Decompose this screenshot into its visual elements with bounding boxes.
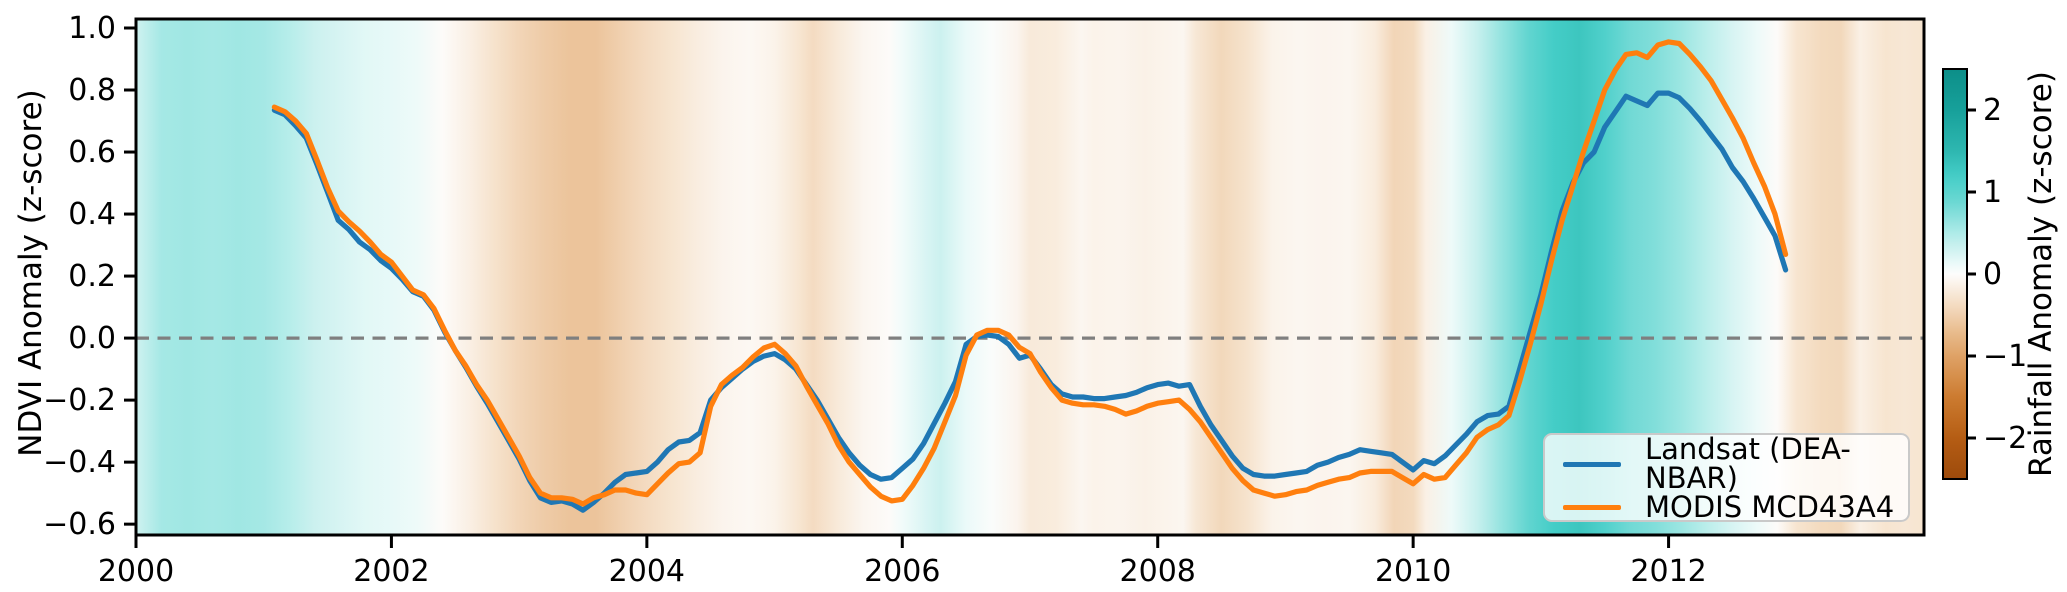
y-axis-label: NDVI Anomaly (z-score): [13, 89, 49, 457]
x-tick-label: 2002: [353, 554, 429, 589]
x-axis-ticks: 2000 2002 2004 2006 2008 2010 2012: [98, 535, 1707, 589]
y-tick-label: 1.0: [68, 11, 116, 46]
y-tick-label: −0.6: [43, 507, 116, 542]
colorbar-label: Rainfall Anomaly (z-score): [2023, 71, 2059, 477]
y-tick-label: 0.2: [68, 259, 116, 294]
y-tick-label: −0.4: [43, 445, 116, 480]
modis-line: [271, 39, 1789, 507]
colorbar-bar: [1942, 68, 1968, 480]
colorbar: 2 1 0 −1 −2: [1942, 68, 2027, 480]
x-tick-label: 2010: [1375, 554, 1451, 589]
landsat-line-swatch: [1563, 461, 1621, 467]
x-tick-label: 2004: [609, 554, 685, 589]
series-layer: [271, 39, 1789, 513]
legend-item-modis: MODIS MCD43A4: [1563, 493, 1908, 522]
y-tick-label: 0.8: [68, 73, 116, 108]
legend-label-modis: MODIS MCD43A4: [1645, 490, 1895, 524]
x-tick-label: 2000: [98, 554, 174, 589]
y-tick-label: 0.6: [68, 135, 116, 170]
y-tick-label: −0.2: [43, 383, 116, 418]
colorbar-tick-label: −1: [1983, 339, 2027, 374]
legend-item-landsat: Landsat (DEA-NBAR): [1563, 435, 1908, 493]
y-tick-label: 0.0: [68, 321, 116, 356]
x-tick-label: 2012: [1630, 554, 1706, 589]
y-axis-ticks: 1.0 0.8 0.6 0.4 0.2 0.0 −0.2 −0.4 −0.6: [43, 11, 136, 542]
legend-label-landsat: Landsat (DEA-NBAR): [1645, 432, 1851, 495]
colorbar-tick-label: −2: [1983, 421, 2027, 456]
modis-line-swatch: [1563, 505, 1621, 510]
colorbar-tick-label: 1: [1983, 175, 2002, 210]
colorbar-tick-label: 2: [1983, 93, 2002, 128]
x-tick-label: 2008: [1120, 554, 1196, 589]
legend-box: Landsat (DEA-NBAR) MODIS MCD43A4: [1543, 433, 1910, 522]
colorbar-tick-label: 0: [1983, 257, 2002, 292]
x-tick-label: 2006: [864, 554, 940, 589]
y-tick-label: 0.4: [68, 197, 116, 232]
